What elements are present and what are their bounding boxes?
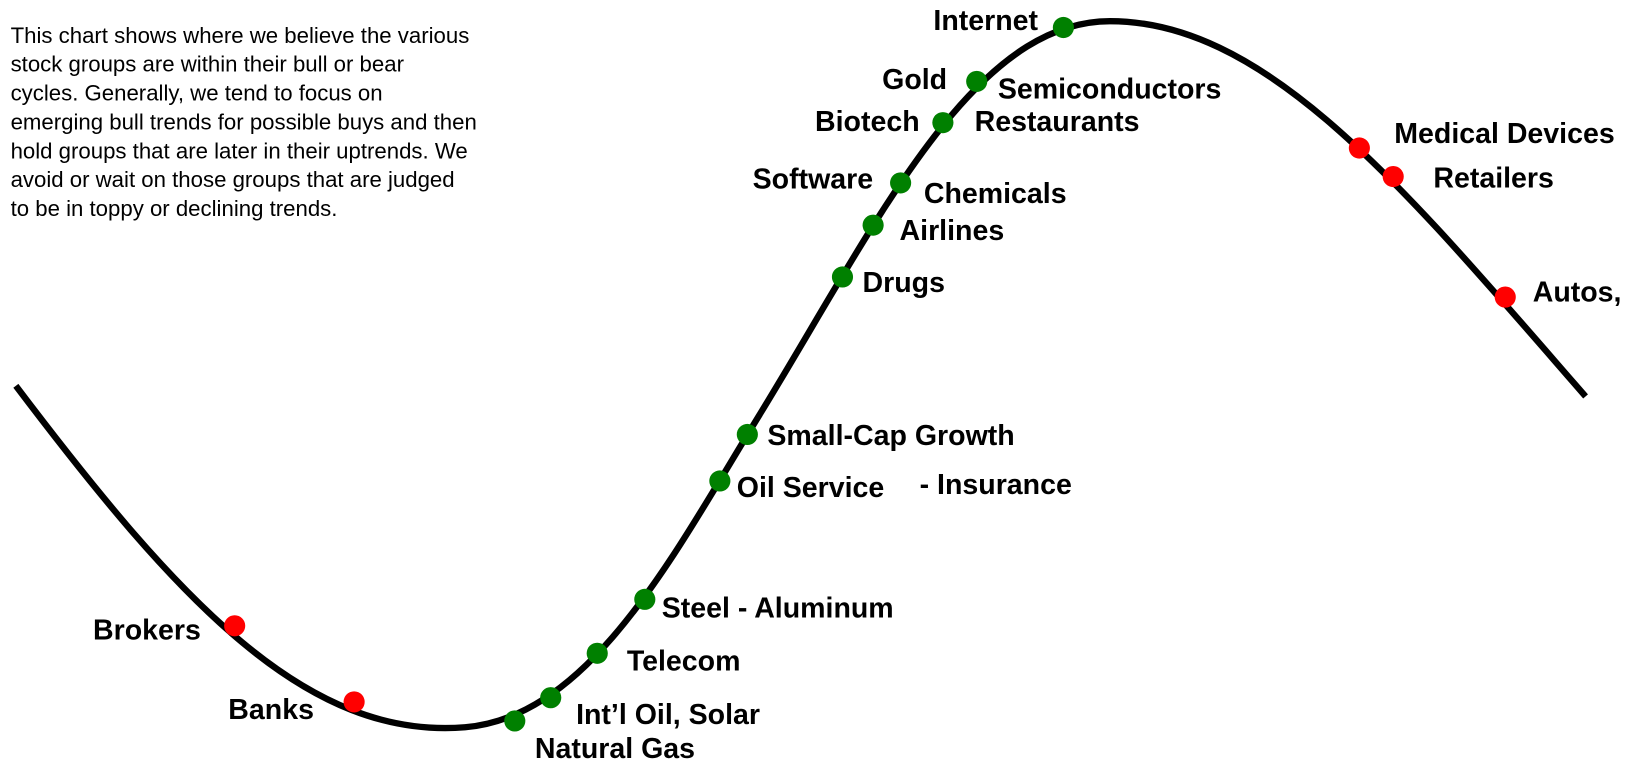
group-dot [831, 266, 854, 288]
group-label: Oil Service [737, 472, 885, 504]
group-dot [504, 710, 526, 732]
group-dot [1494, 286, 1516, 308]
group-label: Internet [933, 5, 1038, 37]
group-label: - Insurance [920, 469, 1072, 501]
group-dot [224, 615, 246, 637]
description-line: cycles. Generally, we tend to focus on [11, 81, 383, 106]
group-dot [1382, 165, 1404, 188]
group-label: Gold [882, 64, 947, 96]
group-dot [586, 642, 608, 664]
group-label: Airlines [900, 215, 1005, 247]
description-line: avoid or wait on those groups that are j… [11, 167, 455, 192]
group-dot [540, 687, 562, 709]
description-line: hold groups that are later in their uptr… [11, 138, 468, 163]
group-dot [890, 172, 912, 194]
group-dot [709, 470, 731, 492]
group-label: Medical Devices [1394, 118, 1614, 150]
description-line: stock groups are within their bull or be… [11, 52, 405, 77]
group-dot [1348, 137, 1370, 159]
description-line: emerging bull trends for possible buys a… [11, 109, 477, 134]
group-label: Restaurants [975, 106, 1140, 138]
group-label: Natural Gas [535, 733, 695, 759]
group-dot [634, 588, 656, 610]
group-label: Chemicals [924, 178, 1067, 210]
group-label: Drugs [863, 267, 945, 299]
group-dot [862, 214, 884, 236]
group-label: Semiconductors [998, 73, 1222, 105]
group-dot [343, 691, 365, 713]
group-label: Retailers [1433, 162, 1554, 194]
cycle-curve [13, 17, 1588, 732]
group-dot [1052, 16, 1074, 39]
group-label: Brokers [93, 615, 201, 647]
group-label: Software [753, 163, 873, 195]
group-label: Banks [228, 694, 314, 726]
group-label: Small-Cap Growth [767, 420, 1014, 452]
group-label: Int’l Oil, Solar [576, 699, 760, 731]
description-line: to be in toppy or declining trends. [11, 196, 338, 221]
description-line: This chart shows where we believe the va… [11, 23, 470, 48]
group-label: Autos, [1533, 276, 1622, 308]
group-label: Telecom [627, 645, 741, 677]
group-label: Steel - Aluminum [662, 592, 894, 624]
group-label: Biotech [815, 106, 920, 138]
group-dot [966, 70, 988, 92]
group-dot [932, 112, 954, 134]
group-dot [736, 423, 758, 446]
